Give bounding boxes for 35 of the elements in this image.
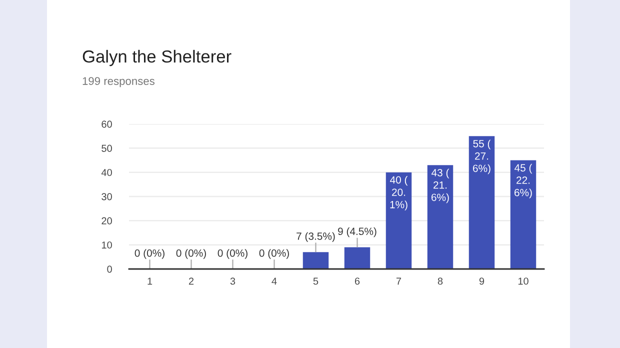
x-tick-label: 4 <box>272 278 277 285</box>
x-tick-label: 1 <box>148 278 152 285</box>
data-label: 43 ( 21. 6%) <box>432 168 450 204</box>
y-tick-label: 20 <box>102 217 112 224</box>
bar <box>468 136 495 269</box>
bar <box>386 172 412 269</box>
chart-title: Galyn the Shelterer <box>82 50 232 66</box>
bar <box>344 247 370 269</box>
data-label: 55 ( 27. 6%) <box>473 140 491 174</box>
x-tick-label: 10 <box>518 278 528 285</box>
bar <box>510 160 536 269</box>
x-tick-label: 5 <box>313 278 318 285</box>
x-tick-label: 3 <box>230 278 236 285</box>
bar <box>302 252 329 269</box>
x-tick-label: 8 <box>438 278 443 285</box>
data-label: 45 ( 22. 6%) <box>514 164 532 198</box>
y-tick-label: 60 <box>102 120 112 128</box>
y-tick-label: 10 <box>102 241 112 249</box>
data-label: 0 (0%) <box>259 249 289 259</box>
bar <box>427 165 454 269</box>
x-tick-label: 2 <box>188 278 194 285</box>
data-label: 9 (4.5%) <box>338 227 376 238</box>
x-tick-label: 9 <box>479 278 484 285</box>
x-tick-label: 6 <box>354 278 360 285</box>
y-tick-label: 50 <box>102 144 112 152</box>
x-tick-label: 7 <box>396 278 402 285</box>
y-tick-label: 30 <box>102 193 112 200</box>
chart-subtitle: 199 responses <box>82 77 154 88</box>
data-label: 0 (0%) <box>218 249 248 259</box>
data-label: 7 (3.5%) <box>296 232 335 242</box>
y-tick-label: 0 <box>107 266 112 273</box>
data-label: 40 ( 20. 1%) <box>390 176 408 210</box>
y-tick-label: 40 <box>101 168 112 176</box>
data-label: 0 (0%) <box>134 249 164 259</box>
data-label: 0 (0%) <box>176 249 206 259</box>
